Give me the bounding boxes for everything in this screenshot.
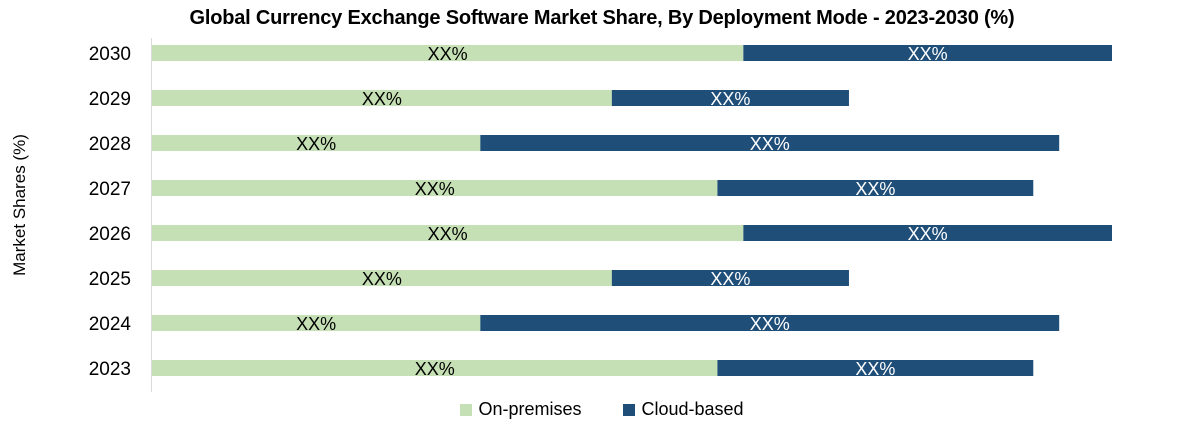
bar-cloud-based-2028 <box>480 135 1060 151</box>
y-tick-label-2026: 2026 <box>89 224 131 245</box>
bar-cloud-based-2023 <box>717 360 1034 376</box>
bar-cloud-based-2026 <box>743 225 1112 241</box>
y-tick-label-2030: 2030 <box>89 44 131 65</box>
bar-on-premises-2026 <box>152 225 744 241</box>
data-label-on-premises-2028: XX% <box>296 134 336 154</box>
data-label-on-premises-2029: XX% <box>362 89 402 109</box>
legend-item-cloud-based: Cloud-based <box>623 399 744 420</box>
legend-swatch-on-premises <box>460 403 473 416</box>
bar-cloud-based-2025 <box>611 270 849 286</box>
data-label-on-premises-2023: XX% <box>415 359 455 379</box>
data-label-cloud-based-2027: XX% <box>855 179 895 199</box>
legend-label-cloud-based: Cloud-based <box>641 399 744 419</box>
bar-on-premises-2030 <box>152 45 744 61</box>
data-label-cloud-based-2028: XX% <box>750 134 790 154</box>
bar-on-premises-2025 <box>152 270 612 286</box>
y-tick-labels: 2030 2029 2028 2027 2026 2025 2024 2023 <box>89 44 132 380</box>
bar-on-premises-2024 <box>152 315 481 331</box>
bar-on-premises-2027 <box>152 180 718 196</box>
bar-on-premises-2029 <box>152 90 612 106</box>
bars-group: XX% XX% XX% XX% XX% XX% XX% XX% XX% XX% XX% XX% XX% X… <box>152 44 1112 379</box>
data-label-cloud-based-2023: XX% <box>855 359 895 379</box>
bar-on-premises-2028 <box>152 135 481 151</box>
data-label-on-premises-2024: XX% <box>296 314 336 334</box>
legend-item-on-premises: On-premises <box>460 399 581 420</box>
data-label-on-premises-2027: XX% <box>415 179 455 199</box>
data-label-cloud-based-2025: XX% <box>710 269 750 289</box>
data-label-cloud-based-2030: XX% <box>908 44 948 64</box>
bar-on-premises-2023 <box>152 360 718 376</box>
y-tick-label-2027: 2027 <box>89 179 131 200</box>
legend-label-on-premises: On-premises <box>478 399 582 419</box>
y-tick-label-2025: 2025 <box>89 269 131 290</box>
data-label-on-premises-2025: XX% <box>362 269 402 289</box>
y-tick-label-2029: 2029 <box>89 89 131 110</box>
legend-swatch-cloud-based <box>623 403 636 416</box>
data-label-cloud-based-2026: XX% <box>908 224 948 244</box>
y-tick-label-2023: 2023 <box>89 359 131 380</box>
y-tick-label-2028: 2028 <box>89 134 131 155</box>
chart-title: Global Currency Exchange Software Market… <box>189 7 1015 29</box>
data-label-on-premises-2030: XX% <box>428 44 468 64</box>
bar-cloud-based-2029 <box>611 90 849 106</box>
bar-cloud-based-2024 <box>480 315 1060 331</box>
y-tick-label-2024: 2024 <box>89 314 132 335</box>
bar-cloud-based-2027 <box>717 180 1034 196</box>
bar-cloud-based-2030 <box>743 45 1112 61</box>
data-label-on-premises-2026: XX% <box>428 224 468 244</box>
data-label-cloud-based-2024: XX% <box>750 314 790 334</box>
legend: On-premises Cloud-based <box>0 399 1204 420</box>
data-label-cloud-based-2029: XX% <box>710 89 750 109</box>
